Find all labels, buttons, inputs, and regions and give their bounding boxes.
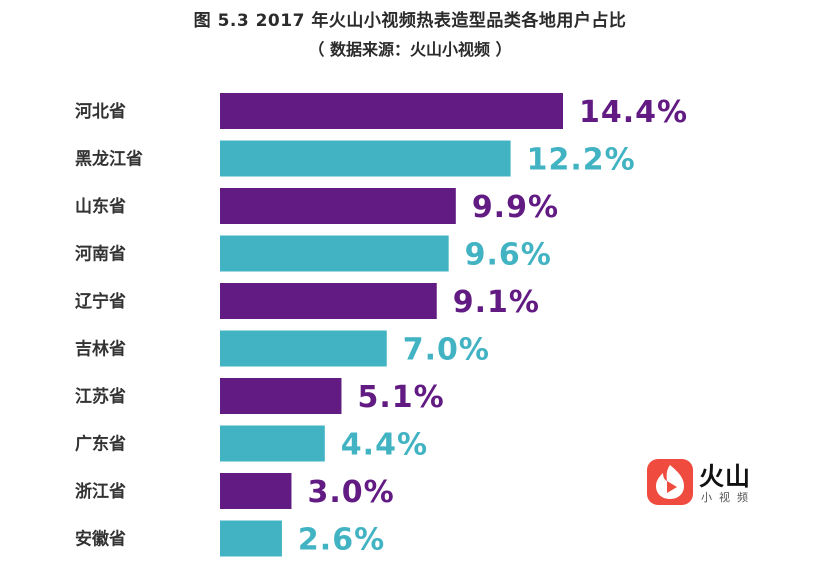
value-label: 5.1% — [357, 380, 444, 415]
logo-subtitle: 小视频 — [701, 491, 755, 504]
category-label: 辽宁省 — [75, 291, 126, 312]
bar — [220, 330, 387, 367]
category-label: 山东省 — [75, 196, 126, 217]
bar — [220, 473, 292, 509]
category-label: 浙江省 — [75, 481, 126, 502]
value-label: 9.6% — [465, 238, 552, 273]
bar — [220, 235, 449, 272]
value-label: 14.4% — [579, 95, 688, 130]
value-label: 3.0% — [307, 475, 394, 510]
value-label: 7.0% — [403, 333, 490, 368]
value-label: 9.9% — [472, 190, 559, 225]
category-label: 河南省 — [75, 244, 126, 265]
logo-name: 火山 — [699, 462, 752, 491]
bar — [220, 425, 325, 462]
category-label: 安徽省 — [75, 529, 126, 550]
huoshan-logo: 火山 小视频 — [647, 459, 763, 511]
category-label: 河北省 — [75, 101, 126, 122]
value-label: 9.1% — [453, 285, 540, 320]
category-label: 广东省 — [75, 434, 126, 455]
value-label: 2.6% — [298, 523, 385, 558]
chart-title: 图 5.3 2017 年火山小视频热表造型品类各地用户占比 — [193, 11, 627, 31]
chart-source: （ 数据来源：火山小视频 ） — [308, 40, 512, 59]
category-label: 吉林省 — [75, 339, 126, 360]
bar — [220, 140, 511, 177]
bar — [220, 520, 282, 557]
value-label: 12.2% — [527, 143, 636, 178]
huoshan-logo-icon — [647, 459, 693, 505]
bar — [220, 93, 563, 129]
bar — [220, 188, 456, 224]
category-label: 黑龙江省 — [75, 149, 143, 170]
category-label: 江苏省 — [75, 386, 126, 407]
bar — [220, 283, 437, 319]
bar — [220, 378, 342, 414]
value-label: 4.4% — [341, 428, 428, 463]
